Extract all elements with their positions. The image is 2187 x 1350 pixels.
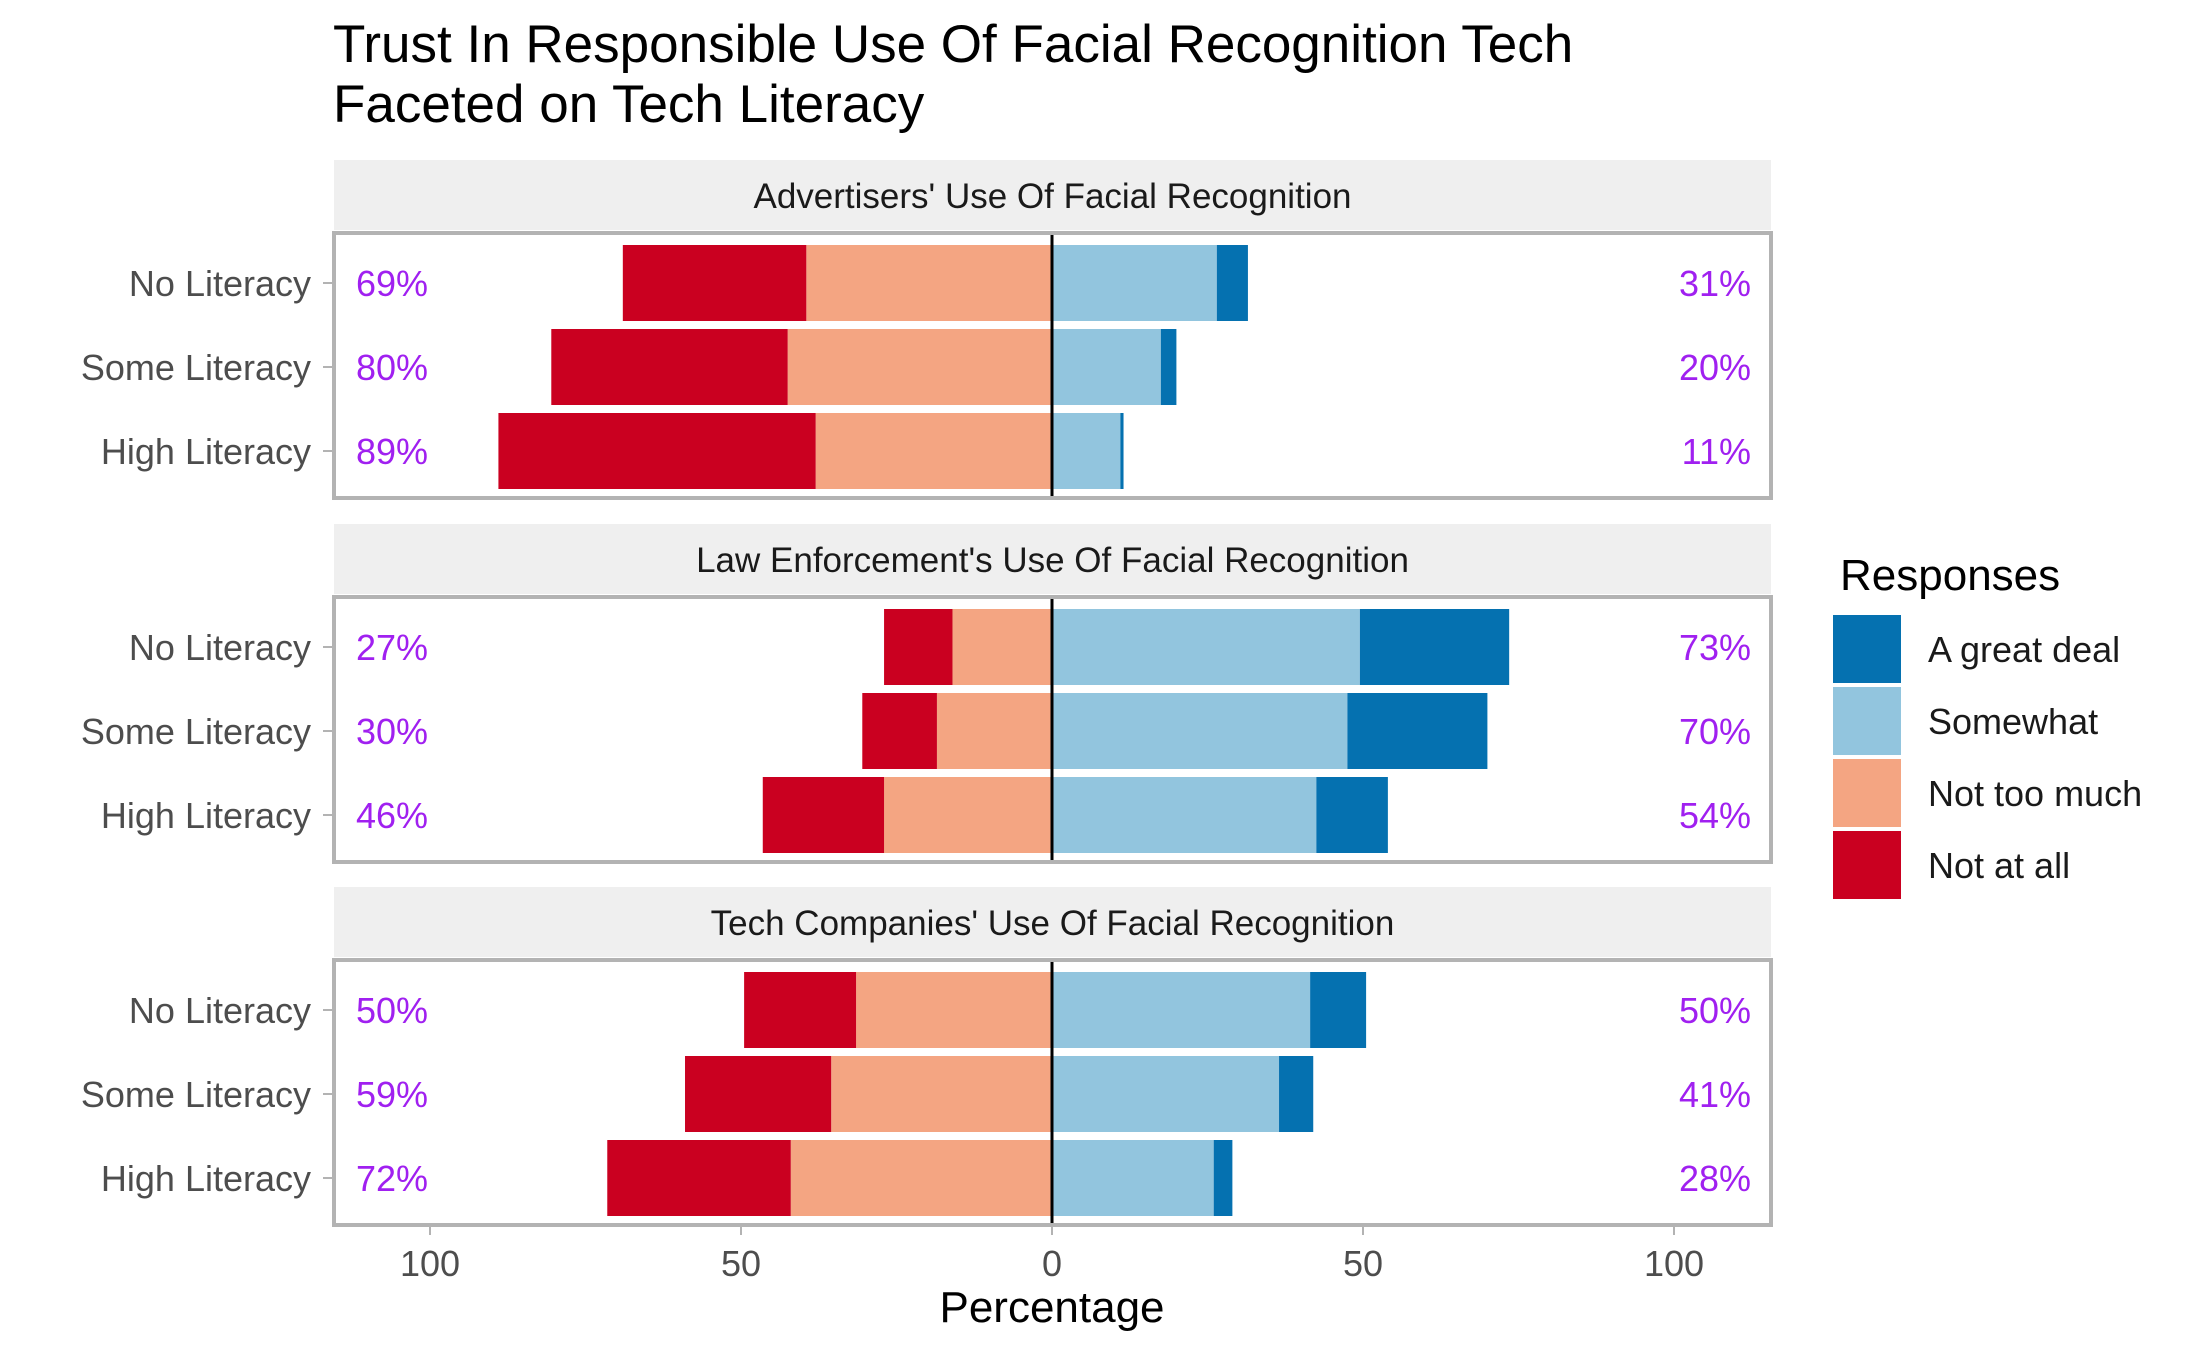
right-percent-label: 41%	[1679, 1074, 1751, 1115]
bar-not-at-all	[551, 329, 788, 405]
bar-not-too-much	[787, 329, 1052, 405]
y-tick-label: High Literacy	[101, 795, 311, 836]
legend-label: Not too much	[1928, 773, 2142, 814]
bar-not-at-all	[685, 1056, 832, 1132]
y-tick-label: No Literacy	[129, 990, 311, 1031]
x-tick-label: 0	[1042, 1243, 1062, 1284]
bar-not-at-all	[884, 609, 953, 685]
right-percent-label: 73%	[1679, 627, 1751, 668]
right-percent-label: 31%	[1679, 263, 1751, 304]
x-tick-label: 50	[721, 1243, 761, 1284]
left-percent-label: 27%	[356, 627, 428, 668]
legend-key	[1833, 687, 1901, 755]
left-percent-label: 30%	[356, 711, 428, 752]
bar-somewhat	[1052, 1140, 1214, 1216]
facet-strip	[334, 160, 1771, 230]
panel-border	[332, 231, 1773, 500]
panel-border	[332, 595, 1773, 864]
bar-somewhat	[1052, 329, 1161, 405]
left-percent-label: 46%	[356, 795, 428, 836]
bar-somewhat	[1052, 609, 1360, 685]
bar-somewhat	[1052, 245, 1217, 321]
bar-not-too-much	[831, 1056, 1052, 1132]
bar-not-too-much	[806, 245, 1052, 321]
legend-label: A great deal	[1928, 629, 2120, 670]
right-percent-label: 28%	[1679, 1158, 1751, 1199]
bar-a-great-deal	[1160, 329, 1177, 405]
y-tick-label: No Literacy	[129, 263, 311, 304]
bar-a-great-deal	[1310, 972, 1367, 1048]
bar-a-great-deal	[1216, 245, 1248, 321]
legend-key	[1833, 831, 1901, 899]
left-percent-label: 50%	[356, 990, 428, 1031]
right-percent-label: 11%	[1682, 431, 1751, 472]
bar-not-at-all	[498, 413, 816, 489]
y-tick-label: High Literacy	[101, 431, 311, 472]
bar-not-too-much	[790, 1140, 1052, 1216]
y-tick-label: Some Literacy	[81, 347, 311, 388]
left-percent-label: 69%	[356, 263, 428, 304]
right-percent-label: 70%	[1679, 711, 1751, 752]
facet-strip	[334, 524, 1771, 594]
legend-key	[1833, 759, 1901, 827]
bar-a-great-deal	[1347, 693, 1488, 769]
left-percent-label: 89%	[356, 431, 428, 472]
facet-strip-title: Law Enforcement's Use Of Facial Recognit…	[696, 541, 1409, 580]
legend-key	[1833, 615, 1901, 683]
left-percent-label: 72%	[356, 1158, 428, 1199]
legend-label: Not at all	[1928, 845, 2070, 886]
chart-title-line-1: Trust In Responsible Use Of Facial Recog…	[333, 15, 1573, 74]
bar-not-too-much	[815, 413, 1052, 489]
bar-a-great-deal	[1316, 777, 1388, 853]
x-axis-title: Percentage	[939, 1283, 1164, 1332]
x-tick-label: 100	[1644, 1243, 1704, 1284]
bar-a-great-deal	[1279, 1056, 1314, 1132]
bar-not-at-all	[744, 972, 857, 1048]
facet-strip-title: Tech Companies' Use Of Facial Recognitio…	[711, 904, 1395, 943]
bar-somewhat	[1052, 1056, 1280, 1132]
chart-title-line-2: Faceted on Tech Literacy	[333, 75, 925, 134]
x-tick-label: 100	[400, 1243, 460, 1284]
bar-not-too-much	[952, 609, 1052, 685]
bar-not-at-all	[607, 1140, 791, 1216]
legend-title: Responses	[1840, 551, 2060, 600]
right-percent-label: 20%	[1679, 347, 1751, 388]
y-tick-label: Some Literacy	[81, 711, 311, 752]
y-tick-label: No Literacy	[129, 627, 311, 668]
left-percent-label: 80%	[356, 347, 428, 388]
bar-not-at-all	[622, 245, 807, 321]
bar-not-at-all	[862, 693, 937, 769]
bar-somewhat	[1052, 972, 1311, 1048]
bar-somewhat	[1052, 777, 1317, 853]
bar-somewhat	[1052, 413, 1121, 489]
bar-a-great-deal	[1359, 609, 1510, 685]
bar-not-at-all	[762, 777, 885, 853]
bar-a-great-deal	[1213, 1140, 1233, 1216]
x-tick-label: 50	[1343, 1243, 1383, 1284]
bar-somewhat	[1052, 693, 1348, 769]
right-percent-label: 54%	[1679, 795, 1751, 836]
facet-strip-title: Advertisers' Use Of Facial Recognition	[753, 177, 1351, 216]
bar-a-great-deal	[1120, 413, 1124, 489]
bar-not-too-much	[884, 777, 1052, 853]
facet-strip	[334, 887, 1771, 957]
legend-label: Somewhat	[1928, 701, 2098, 742]
left-percent-label: 59%	[356, 1074, 428, 1115]
right-percent-label: 50%	[1679, 990, 1751, 1031]
y-tick-label: High Literacy	[101, 1158, 311, 1199]
y-tick-label: Some Literacy	[81, 1074, 311, 1115]
bar-not-too-much	[936, 693, 1052, 769]
bar-not-too-much	[856, 972, 1052, 1048]
chart-marks: Advertisers' Use Of Facial Recognition No…	[81, 160, 2142, 1284]
